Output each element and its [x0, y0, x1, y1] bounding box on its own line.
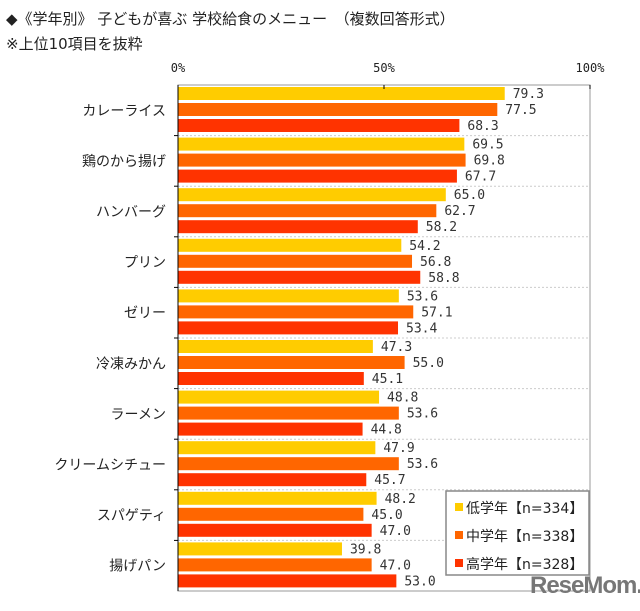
bar — [178, 119, 460, 132]
data-label: 55.0 — [413, 356, 444, 371]
bar — [178, 523, 372, 537]
x-tick-label: 100% — [576, 61, 606, 75]
bar — [178, 270, 421, 284]
data-label: 65.0 — [454, 188, 485, 203]
bar — [178, 103, 498, 116]
data-label: 45.1 — [372, 372, 403, 387]
data-label: 45.0 — [371, 508, 402, 523]
data-label: 67.7 — [465, 170, 496, 185]
data-label: 47.0 — [380, 524, 411, 539]
data-label: 79.3 — [513, 87, 544, 102]
bar — [178, 406, 399, 420]
data-label: 69.5 — [472, 138, 503, 153]
bar — [178, 574, 397, 588]
bar — [178, 254, 413, 268]
data-label: 47.0 — [380, 558, 411, 573]
bar — [178, 390, 380, 404]
bar — [178, 188, 446, 202]
category-label: ハンバーグ — [96, 205, 166, 221]
data-label: 53.6 — [407, 457, 438, 472]
data-label: 48.2 — [385, 492, 416, 507]
data-label: 68.3 — [467, 119, 498, 134]
legend-box — [445, 490, 590, 576]
data-label: 53.6 — [407, 407, 438, 422]
data-label: 57.1 — [421, 305, 452, 320]
chart-subtitle: ※上位10項目を抜粋 — [6, 35, 143, 53]
bar — [178, 153, 466, 167]
category-label: クリームシチュー — [54, 458, 166, 474]
data-label: 58.8 — [428, 271, 459, 286]
x-tick-label: 0% — [171, 61, 186, 75]
bar — [178, 372, 364, 385]
data-label: 77.5 — [505, 103, 536, 118]
data-label: 62.7 — [444, 204, 475, 219]
bar — [178, 542, 342, 556]
category-label: スパゲティ — [97, 508, 166, 524]
resemom-logo: ReseMom. — [530, 572, 640, 599]
bar — [178, 507, 364, 521]
category-label: ラーメン — [111, 407, 166, 423]
data-label: 69.8 — [474, 154, 505, 169]
bar — [178, 305, 414, 319]
category-label: ゼリー — [124, 306, 166, 322]
bar — [178, 238, 402, 252]
bar — [178, 289, 399, 303]
legend-swatch — [455, 531, 463, 539]
bar — [178, 169, 457, 183]
bar — [178, 473, 367, 487]
bar — [178, 558, 372, 572]
data-label: 54.2 — [409, 239, 440, 254]
legend-label: 中学年【n=338】 — [466, 529, 583, 545]
data-label: 53.0 — [404, 574, 435, 589]
legend-swatch — [455, 503, 463, 511]
category-label: 揚げパン — [109, 558, 166, 575]
legend-swatch — [455, 559, 463, 567]
bar — [178, 137, 465, 151]
bar — [178, 220, 418, 234]
bar — [178, 457, 399, 471]
legend-label: 高学年【n=328】 — [466, 556, 583, 573]
data-label: 45.7 — [374, 473, 405, 488]
data-label: 39.8 — [350, 542, 381, 557]
category-label: 鶏のから揚げ — [82, 153, 166, 170]
bar — [178, 491, 377, 505]
bar — [178, 340, 373, 353]
x-tick-label: 50% — [373, 61, 395, 75]
data-label: 56.8 — [420, 255, 451, 270]
bar — [178, 441, 376, 455]
bar — [178, 87, 505, 100]
category-label: 冷凍みかん — [96, 356, 166, 372]
bar — [178, 422, 363, 436]
category-label: プリン — [124, 255, 166, 271]
category-label: カレーライス — [82, 103, 166, 119]
data-label: 53.4 — [406, 321, 437, 336]
data-label: 53.6 — [407, 289, 438, 304]
data-label: 58.2 — [426, 220, 457, 235]
data-label: 44.8 — [371, 423, 402, 438]
data-label: 47.9 — [383, 441, 414, 456]
legend-label: 低学年【n=334】 — [466, 501, 583, 517]
bar — [178, 204, 437, 218]
data-label: 47.3 — [381, 340, 412, 355]
chart-title: ◆《学年別》 子どもが喜ぶ 学校給食のメニュー （複数回答形式） — [6, 10, 455, 28]
bar — [178, 356, 405, 369]
bar — [178, 321, 399, 335]
data-label: 48.8 — [387, 391, 418, 406]
